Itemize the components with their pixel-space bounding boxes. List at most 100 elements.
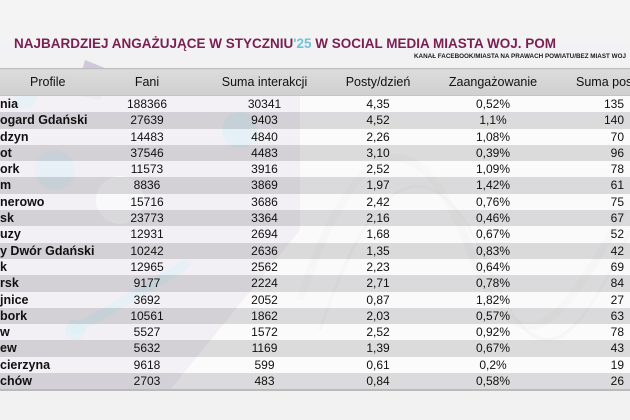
table-row: cierzyna 9618 599 0,61 0,2% 19 [0, 356, 630, 374]
value-cell: 2,71 [342, 275, 414, 292]
value-cell: 2224 [187, 275, 342, 292]
title-main: NAJBARDZIEJ ANGAŻUJĄCE W STYCZNIU [14, 36, 294, 51]
value-cell: 599 [187, 356, 342, 374]
value-cell: 5527 [107, 324, 187, 341]
value-cell: 30341 [187, 95, 342, 113]
value-cell: 188366 [107, 95, 187, 113]
table-row: y Dwór Gdański 10242 2636 1,35 0,83% 42 [0, 242, 630, 259]
value-cell: 52 [572, 226, 630, 243]
column-header: Posty/dzień [342, 68, 414, 96]
value-cell: 9618 [107, 356, 187, 374]
value-cell: 3869 [187, 177, 342, 194]
value-cell: 4,52 [342, 112, 414, 129]
value-cell: 1,97 [342, 177, 414, 194]
profile-name-cell: m [0, 177, 107, 194]
value-cell: 2,52 [342, 324, 414, 341]
title-rest: W SOCIAL MEDIA MIASTA WOJ. POM [311, 36, 556, 51]
value-cell: 96 [572, 144, 630, 162]
value-cell: 5632 [107, 340, 187, 357]
value-cell: 78 [572, 161, 630, 178]
value-cell: 2636 [187, 242, 342, 259]
value-cell: 0,39% [414, 144, 572, 162]
value-cell: 78 [572, 324, 630, 341]
profile-name-cell: y Dwór Gdański [0, 242, 107, 259]
value-cell: 2,23 [342, 258, 414, 276]
value-cell: 11573 [107, 161, 187, 178]
value-cell: 10242 [107, 242, 187, 259]
value-cell: 1,42% [414, 177, 572, 194]
value-cell: 75 [572, 193, 630, 211]
value-cell: 10561 [107, 307, 187, 325]
value-cell: 3686 [187, 193, 342, 211]
value-cell: 9403 [187, 112, 342, 129]
value-cell: 140 [572, 112, 630, 129]
value-cell: 43 [572, 340, 630, 357]
profile-name-cell: sk [0, 210, 107, 227]
value-cell: 0,46% [414, 210, 572, 227]
value-cell: 0,83% [414, 242, 572, 259]
value-cell: 3364 [187, 210, 342, 227]
value-cell: 14483 [107, 128, 187, 145]
value-cell: 63 [572, 307, 630, 325]
profile-name-cell: ew [0, 340, 107, 357]
value-cell: 67 [572, 210, 630, 227]
value-cell: 9177 [107, 275, 187, 292]
table-row: nia 188366 30341 4,35 0,52% 135 [0, 95, 630, 113]
page-title: NAJBARDZIEJ ANGAŻUJĄCE W STYCZNIU'25 W S… [14, 36, 556, 51]
table-row: ogard Gdański 27639 9403 4,52 1,1% 140 [0, 112, 630, 129]
value-cell: 69 [572, 258, 630, 276]
profile-name-cell: rsk [0, 275, 107, 292]
table-row: k 12965 2562 2,23 0,64% 69 [0, 258, 630, 276]
profile-name-cell: jnice [0, 291, 107, 308]
value-cell: 0,87 [342, 291, 414, 308]
value-cell: 0,64% [414, 258, 572, 276]
value-cell: 61 [572, 177, 630, 194]
value-cell: 1169 [187, 340, 342, 357]
value-cell: 23773 [107, 210, 187, 227]
column-header: Suma pos [572, 68, 630, 96]
profile-name-cell: bork [0, 307, 107, 325]
value-cell: 2,16 [342, 210, 414, 227]
table-row: rsk 9177 2224 2,71 0,78% 84 [0, 275, 630, 292]
profile-name-cell: chów [0, 373, 107, 392]
value-cell: 70 [572, 128, 630, 145]
table-row: ork 11573 3916 2,52 1,09% 78 [0, 161, 630, 178]
table-row: ot 37546 4483 3,10 0,39% 96 [0, 144, 630, 162]
ranking-table: Profile Fani Suma interakcji Posty/dzień Zaa… [0, 68, 630, 392]
value-cell: 0,2% [414, 356, 572, 374]
column-header: Fani [107, 68, 187, 96]
profile-name-cell: cierzyna [0, 356, 107, 374]
value-cell: 0,84 [342, 373, 414, 392]
value-cell: 27639 [107, 112, 187, 129]
profile-name-cell: w [0, 324, 107, 341]
value-cell: 0,78% [414, 275, 572, 292]
value-cell: 135 [572, 95, 630, 113]
table-row: uzy 12931 2694 1,68 0,67% 52 [0, 226, 630, 243]
value-cell: 0,92% [414, 324, 572, 341]
profile-name-cell: ork [0, 161, 107, 178]
value-cell: 8836 [107, 177, 187, 194]
value-cell: 2052 [187, 291, 342, 308]
value-cell: 4840 [187, 128, 342, 145]
profile-name-cell: ot [0, 144, 107, 162]
value-cell: 2,26 [342, 128, 414, 145]
value-cell: 1,35 [342, 242, 414, 259]
value-cell: 4483 [187, 144, 342, 162]
value-cell: 3916 [187, 161, 342, 178]
value-cell: 2694 [187, 226, 342, 243]
value-cell: 3692 [107, 291, 187, 308]
value-cell: 26 [572, 373, 630, 392]
table-row: m 8836 3869 1,97 1,42% 61 [0, 177, 630, 194]
table-row: dzyn 14483 4840 2,26 1,08% 70 [0, 128, 630, 145]
value-cell: 37546 [107, 144, 187, 162]
value-cell: 1,39 [342, 340, 414, 357]
value-cell: 1,68 [342, 226, 414, 243]
table-row: ew 5632 1169 1,39 0,67% 43 [0, 340, 630, 357]
column-header: Profile [0, 68, 107, 96]
page-subtitle: KANAŁ FACEBOOK/MIASTA NA PRAWACH POWIATU… [414, 53, 626, 60]
column-header: Suma interakcji [187, 68, 342, 96]
value-cell: 1,1% [414, 112, 572, 129]
value-cell: 0,76% [414, 193, 572, 211]
value-cell: 3,10 [342, 144, 414, 162]
column-header: Zaangażowanie [414, 68, 572, 96]
